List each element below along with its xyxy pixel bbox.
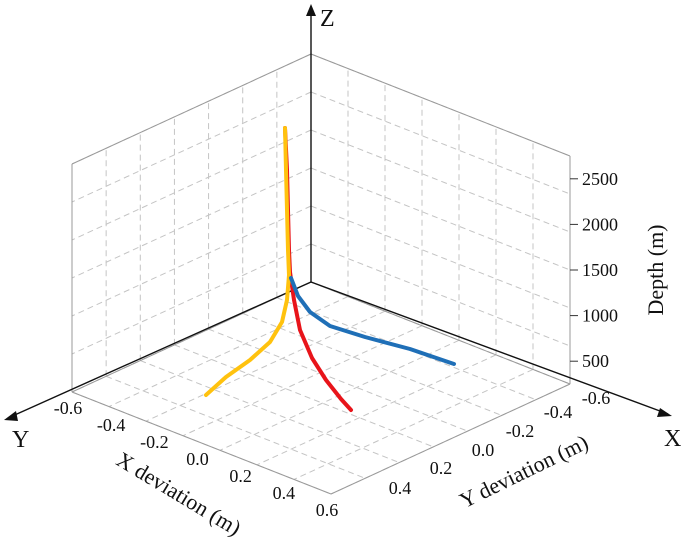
wall-gridline: [310, 243, 571, 347]
wall-gridline: [71, 243, 312, 355]
z-tick-label: 500: [582, 351, 609, 371]
y-axis-arrow: [4, 411, 18, 421]
series-lines: [204, 126, 456, 412]
x-tick-label: -0.4: [97, 415, 126, 435]
x-tick-label: 0.6: [316, 500, 339, 520]
z-axis-title: Depth (m): [643, 224, 668, 315]
frame-edge: [71, 53, 312, 165]
x-axis-letter: X: [664, 426, 681, 452]
y-tick-label: 0.0: [472, 440, 495, 460]
grid: [71, 53, 571, 495]
frame-edge: [310, 53, 571, 157]
y-tick-label: 0.4: [389, 478, 412, 498]
z-axis-arrow: [306, 4, 316, 16]
frame-edge: [310, 281, 571, 385]
x-tick-label: 0.0: [186, 449, 209, 469]
floor-gridline: [293, 368, 534, 480]
x-axis-title: X deviation (m): [112, 447, 245, 540]
frame-edge: [330, 383, 571, 495]
wall-gridline: [310, 205, 571, 309]
z-tick-label: 1000: [582, 306, 618, 326]
wall-gridline: [71, 167, 312, 279]
floor-gridline: [140, 360, 400, 464]
x-tick-label: -0.6: [54, 398, 83, 418]
floor-gridline: [208, 328, 468, 432]
x-tick-label: 0.2: [229, 466, 252, 486]
series-line: [204, 126, 291, 397]
floor-gridline: [182, 325, 423, 437]
floor-gridline: [256, 354, 497, 466]
wall-gridline: [310, 91, 571, 195]
series-line: [283, 126, 353, 412]
floor-gridline: [242, 312, 502, 416]
y-tick-label: 0.2: [430, 458, 453, 478]
wall-gridline: [71, 91, 312, 203]
floor-gridline: [145, 310, 386, 422]
wall-gridline: [310, 129, 571, 233]
z-tick-label: 2500: [582, 169, 618, 189]
z-axis-letter: Z: [320, 6, 335, 32]
wall-gridline: [310, 167, 571, 271]
floor-gridline: [108, 296, 349, 408]
y-tick-label: -0.4: [544, 402, 573, 422]
frame-edge: [71, 391, 332, 495]
floor-gridline: [276, 297, 537, 401]
floor-gridline: [174, 344, 434, 448]
y-tick-label: -0.6: [582, 388, 611, 408]
series-line: [289, 276, 456, 366]
tick-labels: 500 1000 1500 2000 2500 -0.6 -0.4 -0.2 0.0 0.2 0.4…: [54, 169, 618, 520]
y-axis-line: [7, 281, 312, 419]
y-axis-letter: Y: [12, 427, 29, 453]
z-tick-label: 2000: [582, 214, 618, 234]
floor-gridline: [105, 375, 366, 479]
x-tick-label: 0.4: [273, 483, 296, 503]
x-axis-arrow: [657, 408, 672, 417]
wall-gridline: [71, 205, 312, 317]
x-tick-label: -0.2: [140, 432, 169, 452]
x-axis-line: [310, 281, 669, 415]
y-tick-label: -0.2: [506, 421, 535, 441]
z-tick-label: 1500: [582, 260, 618, 280]
wall-gridline: [71, 129, 312, 241]
